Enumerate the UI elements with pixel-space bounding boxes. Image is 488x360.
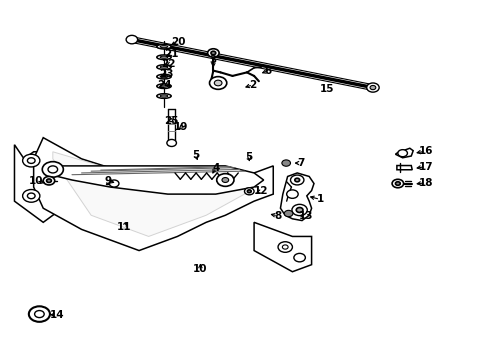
Circle shape — [366, 83, 378, 92]
Circle shape — [247, 190, 251, 193]
Circle shape — [284, 210, 292, 217]
Text: 3: 3 — [209, 55, 217, 65]
Ellipse shape — [157, 94, 171, 98]
Circle shape — [294, 178, 299, 182]
Text: 7: 7 — [296, 158, 304, 168]
Ellipse shape — [157, 74, 171, 79]
Circle shape — [27, 193, 35, 199]
Circle shape — [42, 162, 63, 177]
Text: 20: 20 — [171, 37, 185, 47]
Circle shape — [35, 311, 44, 318]
Polygon shape — [395, 148, 412, 158]
Circle shape — [46, 179, 51, 183]
Text: 17: 17 — [417, 162, 432, 172]
Polygon shape — [254, 222, 311, 272]
Text: 2: 2 — [249, 80, 256, 90]
Circle shape — [291, 204, 306, 216]
Ellipse shape — [160, 46, 167, 48]
Circle shape — [397, 150, 407, 157]
Text: 16: 16 — [418, 146, 432, 156]
Circle shape — [293, 253, 305, 262]
Circle shape — [290, 175, 304, 185]
Text: 9: 9 — [104, 176, 111, 186]
Text: 25: 25 — [164, 116, 179, 126]
Circle shape — [281, 160, 290, 166]
Circle shape — [278, 242, 292, 252]
Polygon shape — [280, 173, 313, 221]
Text: 18: 18 — [418, 178, 432, 188]
Text: 6: 6 — [264, 66, 271, 76]
Text: 4: 4 — [212, 163, 219, 173]
Ellipse shape — [157, 84, 171, 89]
Text: 13: 13 — [298, 211, 312, 221]
Circle shape — [48, 166, 58, 173]
Ellipse shape — [160, 76, 167, 78]
Text: 15: 15 — [319, 84, 333, 94]
Text: 24: 24 — [156, 80, 171, 90]
Circle shape — [222, 177, 228, 183]
Circle shape — [27, 158, 35, 163]
Circle shape — [209, 77, 226, 89]
Circle shape — [216, 174, 233, 186]
Circle shape — [391, 179, 403, 188]
Text: 10: 10 — [29, 176, 43, 186]
Circle shape — [22, 154, 40, 167]
Circle shape — [296, 207, 303, 212]
Circle shape — [282, 245, 287, 249]
Circle shape — [210, 51, 215, 55]
Circle shape — [166, 139, 176, 147]
Text: 22: 22 — [161, 59, 176, 69]
Ellipse shape — [160, 95, 167, 97]
Text: 5: 5 — [245, 152, 252, 162]
Ellipse shape — [157, 44, 171, 49]
Circle shape — [369, 85, 375, 90]
Text: 8: 8 — [274, 211, 281, 221]
Text: 19: 19 — [174, 122, 188, 132]
Text: 10: 10 — [193, 264, 207, 274]
Polygon shape — [34, 138, 273, 251]
Text: 23: 23 — [159, 69, 174, 79]
Ellipse shape — [160, 66, 167, 68]
Ellipse shape — [160, 85, 167, 87]
Polygon shape — [396, 166, 411, 170]
Circle shape — [43, 176, 55, 185]
Circle shape — [22, 189, 40, 202]
Text: 12: 12 — [253, 186, 268, 196]
Circle shape — [286, 190, 298, 198]
Circle shape — [29, 306, 50, 322]
Polygon shape — [15, 145, 62, 222]
Circle shape — [109, 180, 119, 187]
Circle shape — [126, 35, 137, 44]
Text: 14: 14 — [49, 310, 64, 320]
Ellipse shape — [160, 56, 167, 58]
Text: 5: 5 — [192, 150, 199, 160]
Circle shape — [244, 188, 254, 195]
Polygon shape — [53, 152, 244, 237]
Text: 1: 1 — [316, 194, 323, 204]
Ellipse shape — [157, 55, 171, 59]
Polygon shape — [43, 166, 263, 194]
Text: 21: 21 — [164, 49, 179, 59]
Circle shape — [207, 49, 219, 57]
Circle shape — [214, 80, 222, 86]
Circle shape — [395, 182, 399, 185]
Text: 11: 11 — [116, 221, 131, 231]
Ellipse shape — [157, 65, 171, 69]
